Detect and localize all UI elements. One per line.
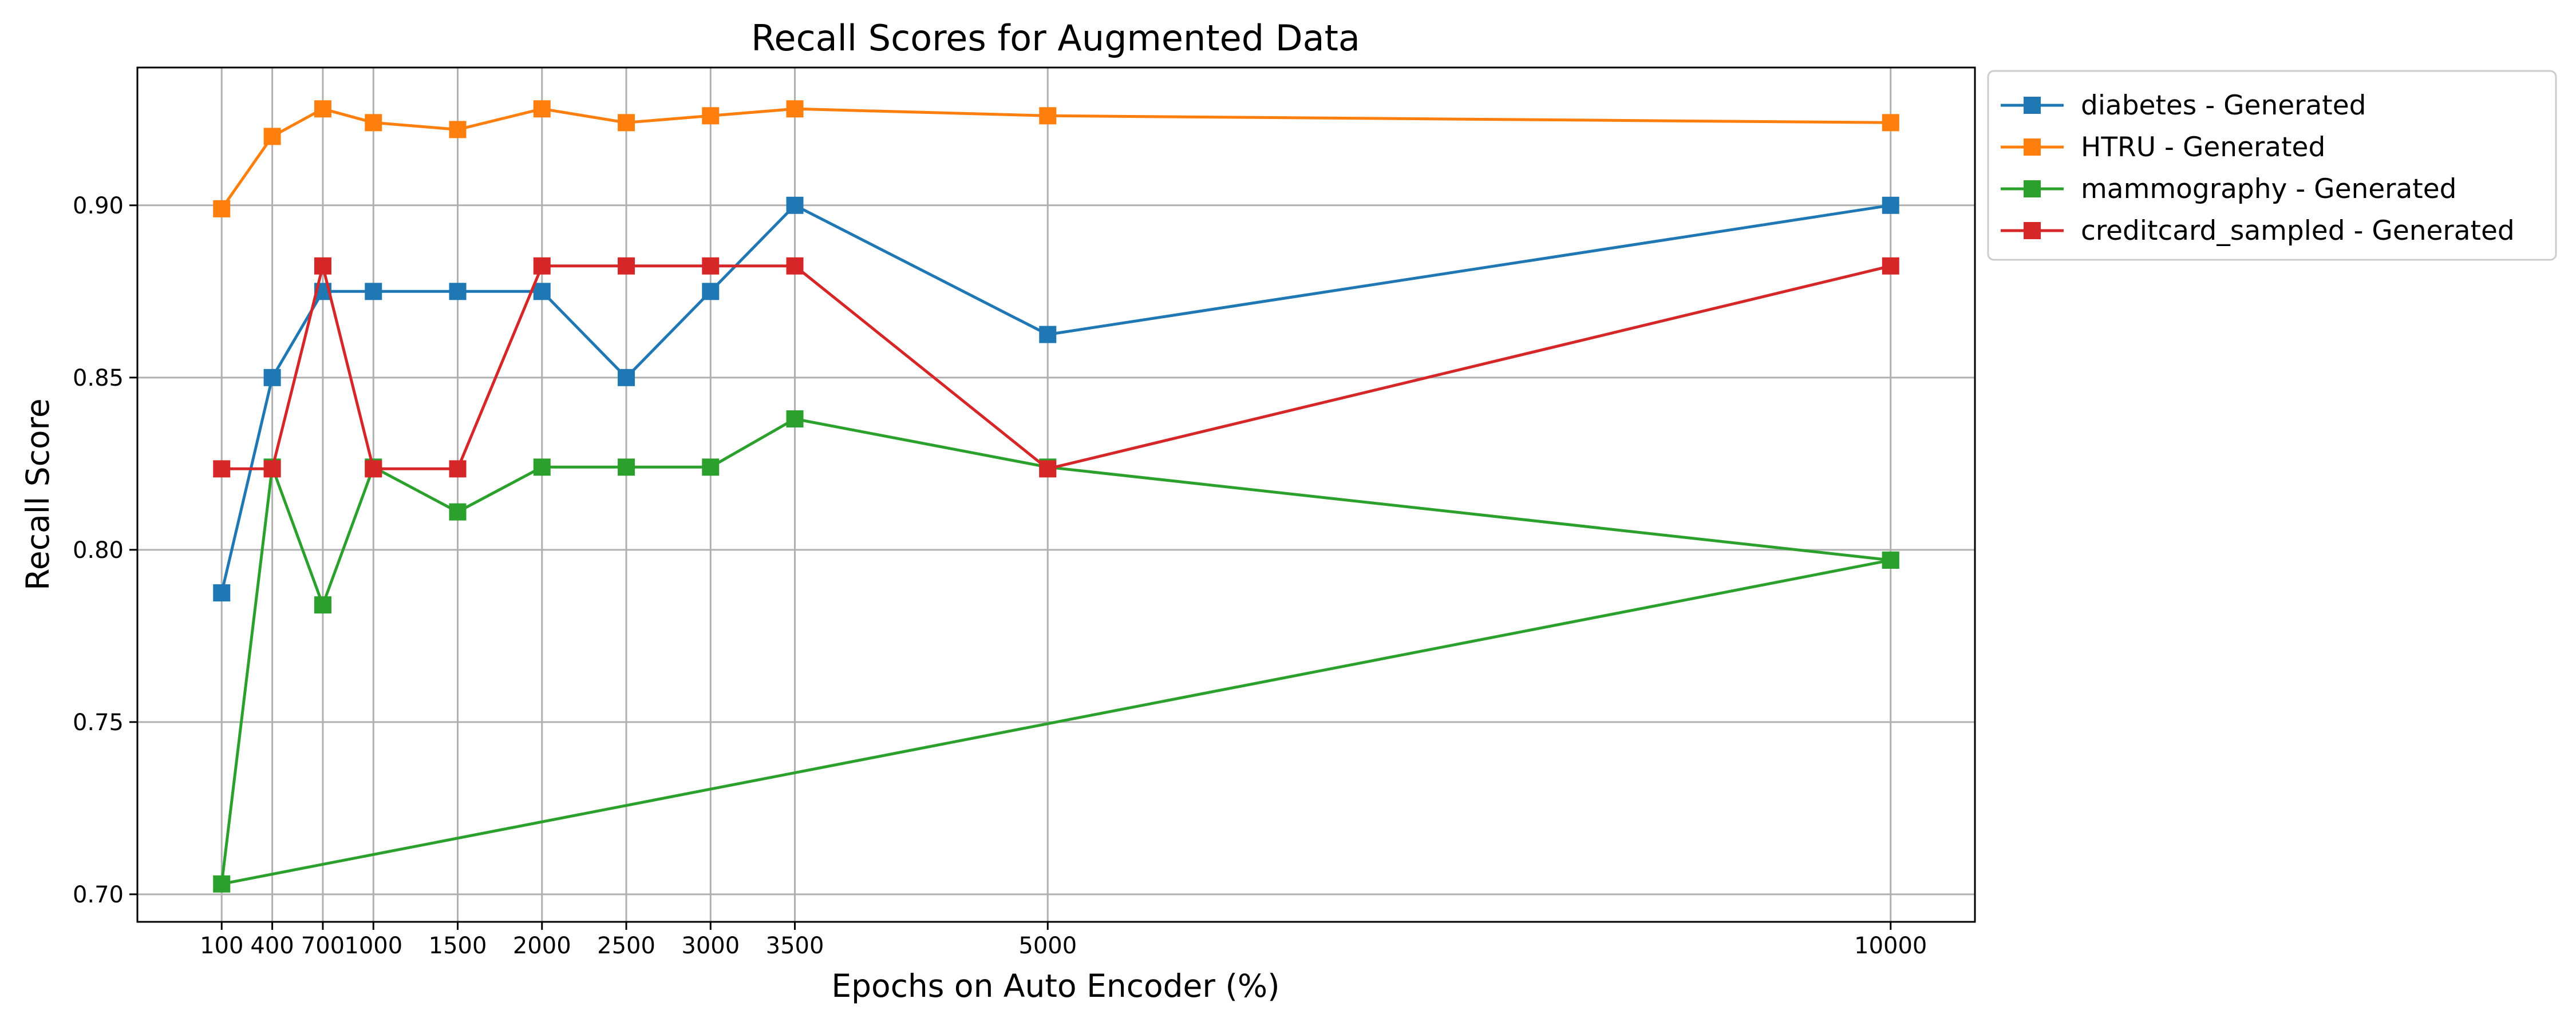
- legend-label: creditcard_sampled - Generated: [2081, 215, 2515, 247]
- data-point: [213, 200, 231, 217]
- data-point: [786, 196, 804, 214]
- legend: diabetes - Generated HTRU - Generated ma…: [1987, 70, 2557, 261]
- x-tick-label: 2000: [513, 933, 571, 959]
- data-point: [263, 128, 281, 145]
- data-point: [786, 100, 804, 118]
- y-axis-ticks: 0.70 0.75 0.80 0.85 0.90: [73, 193, 137, 908]
- data-point: [702, 283, 720, 300]
- data-point: [618, 257, 635, 275]
- y-axis-label: Recall Score: [19, 398, 56, 591]
- data-point: [533, 283, 551, 300]
- legend-marker: [2024, 222, 2041, 239]
- x-tick-label: 5000: [1018, 933, 1077, 959]
- x-tick-label: 10000: [1854, 933, 1927, 959]
- data-point: [314, 596, 331, 614]
- data-point: [702, 257, 720, 275]
- y-tick-label: 0.85: [73, 365, 124, 391]
- data-point: [1882, 551, 1899, 569]
- data-point: [365, 114, 382, 132]
- data-point: [263, 460, 281, 478]
- y-tick-label: 0.80: [73, 537, 124, 564]
- data-point: [702, 458, 720, 476]
- legend-label: HTRU - Generated: [2081, 132, 2325, 163]
- data-point: [1039, 107, 1057, 125]
- data-point: [1882, 196, 1899, 214]
- x-tick-label: 1500: [429, 933, 487, 959]
- legend-label: diabetes - Generated: [2081, 90, 2366, 121]
- series-creditcard-sampled: [213, 257, 1899, 478]
- data-point: [365, 283, 382, 300]
- legend-item-diabetes: diabetes - Generated: [2001, 90, 2366, 121]
- legend-item-htru: HTRU - Generated: [2001, 132, 2325, 163]
- legend-marker: [2024, 138, 2041, 156]
- x-tick-label: 3500: [766, 933, 824, 959]
- data-point: [533, 458, 551, 476]
- x-tick-label: 700: [301, 933, 345, 959]
- data-point: [533, 100, 551, 118]
- x-tick-label: 3000: [681, 933, 740, 959]
- data-point: [1882, 114, 1899, 132]
- data-point: [449, 283, 467, 300]
- data-point: [1039, 460, 1057, 478]
- legend-label: mammography - Generated: [2081, 173, 2457, 205]
- y-tick-label: 0.90: [73, 193, 124, 219]
- legend-item-creditcard: creditcard_sampled - Generated: [2001, 215, 2515, 247]
- x-tick-label: 2500: [597, 933, 655, 959]
- data-point: [365, 460, 382, 478]
- x-axis-label: Epochs on Auto Encoder (%): [831, 968, 1279, 1004]
- data-point: [449, 503, 467, 521]
- data-point: [1882, 257, 1899, 275]
- x-tick-label: 1000: [344, 933, 402, 959]
- data-point: [786, 257, 804, 275]
- data-point: [449, 121, 467, 138]
- data-point: [702, 107, 720, 125]
- data-point: [618, 114, 635, 132]
- data-point: [1039, 326, 1057, 343]
- chart-title: Recall Scores for Augmented Data: [751, 17, 1360, 59]
- legend-box: [1987, 70, 2557, 261]
- data-point: [618, 458, 635, 476]
- data-point: [263, 369, 281, 386]
- data-point: [786, 410, 804, 428]
- x-tick-label: 400: [250, 933, 294, 959]
- series-line: [220, 417, 1891, 886]
- series-lines: [213, 100, 1899, 893]
- legend-item-mammography: mammography - Generated: [2001, 173, 2457, 205]
- data-point: [449, 460, 467, 478]
- legend-marker: [2024, 180, 2041, 197]
- data-point: [533, 257, 551, 275]
- legend-marker: [2024, 97, 2041, 114]
- series-htru: [213, 100, 1899, 217]
- plot-area-frame: [136, 66, 1976, 923]
- x-axis-ticks: 100 400 700 1000 1500 2000 2500 3000 3500 5000 100…: [200, 922, 1927, 959]
- data-point: [314, 257, 331, 275]
- data-point: [213, 875, 231, 893]
- x-tick-label: 100: [200, 933, 243, 959]
- data-point: [618, 369, 635, 386]
- data-point: [213, 584, 231, 602]
- data-point: [213, 460, 231, 478]
- data-point: [314, 100, 331, 118]
- y-tick-label: 0.75: [73, 710, 124, 736]
- y-tick-label: 0.70: [73, 882, 124, 908]
